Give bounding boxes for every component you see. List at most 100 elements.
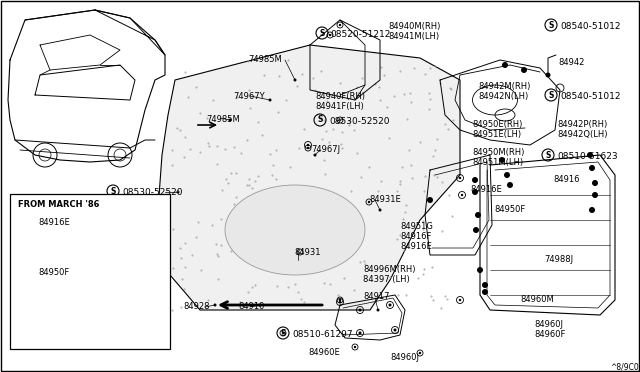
Circle shape: [477, 267, 483, 273]
Circle shape: [87, 212, 89, 214]
Text: 84960J: 84960J: [534, 320, 563, 329]
Text: S: S: [319, 29, 324, 38]
Text: 74988J: 74988J: [544, 255, 573, 264]
Text: 84960E: 84960E: [308, 348, 340, 357]
Text: 84942Q(LH): 84942Q(LH): [557, 130, 607, 139]
Text: 08540-51012: 08540-51012: [560, 92, 621, 101]
Text: S: S: [545, 151, 550, 160]
Text: 84940M(RH): 84940M(RH): [388, 22, 440, 31]
Circle shape: [499, 157, 505, 163]
Circle shape: [339, 24, 341, 26]
Circle shape: [124, 324, 126, 326]
Circle shape: [472, 177, 478, 183]
Circle shape: [504, 172, 510, 178]
Circle shape: [507, 182, 513, 188]
Text: 84916: 84916: [553, 175, 579, 184]
Text: FROM MARCH '86: FROM MARCH '86: [18, 200, 99, 209]
Circle shape: [419, 352, 421, 354]
Text: S: S: [280, 328, 285, 337]
Circle shape: [269, 99, 271, 102]
Circle shape: [587, 152, 593, 158]
Circle shape: [55, 314, 57, 316]
Circle shape: [74, 206, 77, 209]
Circle shape: [482, 289, 488, 295]
Text: 84941F(LH): 84941F(LH): [315, 102, 364, 111]
Text: 74985M: 74985M: [248, 55, 282, 64]
Text: 74967J: 74967J: [311, 145, 340, 154]
Text: 84942N(LH): 84942N(LH): [478, 92, 528, 101]
Circle shape: [70, 224, 74, 227]
Circle shape: [307, 147, 309, 149]
Text: 74967Y: 74967Y: [233, 92, 264, 101]
Circle shape: [296, 259, 300, 262]
Circle shape: [339, 299, 341, 301]
Circle shape: [294, 78, 296, 81]
Text: 84942M(RH): 84942M(RH): [478, 82, 531, 91]
Circle shape: [228, 119, 232, 122]
Text: 08510-61297: 08510-61297: [292, 330, 353, 339]
Circle shape: [545, 73, 550, 77]
Text: 84940F(RH): 84940F(RH): [315, 92, 365, 101]
Circle shape: [475, 212, 481, 218]
Circle shape: [214, 304, 216, 307]
Text: 84916E: 84916E: [38, 218, 70, 227]
Text: 84951M(LH): 84951M(LH): [472, 158, 523, 167]
Ellipse shape: [225, 185, 365, 275]
Circle shape: [461, 194, 463, 196]
Circle shape: [299, 251, 301, 253]
Text: 08510-51623: 08510-51623: [557, 152, 618, 161]
Circle shape: [472, 189, 478, 195]
Text: 84951G: 84951G: [400, 222, 433, 231]
Text: 74985M: 74985M: [206, 115, 240, 124]
Circle shape: [592, 192, 598, 198]
Text: S: S: [110, 186, 116, 196]
Bar: [10, 194, 170, 349]
Circle shape: [354, 346, 356, 348]
Circle shape: [502, 62, 508, 68]
Text: 84931E: 84931E: [369, 195, 401, 204]
Text: 84950F: 84950F: [494, 205, 525, 214]
Text: 84960F: 84960F: [534, 330, 565, 339]
Circle shape: [459, 177, 461, 179]
Circle shape: [49, 234, 51, 236]
Text: 84916E: 84916E: [470, 185, 502, 194]
Text: 84910: 84910: [238, 302, 264, 311]
Text: 84942P(RH): 84942P(RH): [557, 120, 607, 129]
Text: 84942: 84942: [558, 58, 584, 67]
Text: ^8/9C00-4: ^8/9C00-4: [610, 362, 640, 371]
Polygon shape: [158, 45, 460, 310]
Text: 84397 (LH): 84397 (LH): [363, 275, 410, 284]
Text: 84916F: 84916F: [400, 232, 431, 241]
Circle shape: [177, 190, 179, 193]
Text: 84996M(RH): 84996M(RH): [363, 265, 415, 274]
Text: 84931: 84931: [294, 248, 321, 257]
Text: 08530-52520: 08530-52520: [122, 188, 182, 197]
Circle shape: [307, 144, 309, 146]
Circle shape: [339, 301, 341, 303]
Text: S: S: [548, 90, 554, 99]
Circle shape: [589, 165, 595, 171]
Circle shape: [394, 328, 397, 331]
Text: 84917: 84917: [363, 292, 390, 301]
Text: 08520-51212: 08520-51212: [330, 30, 390, 39]
Circle shape: [388, 304, 392, 307]
Circle shape: [592, 180, 598, 186]
Text: 84916E: 84916E: [400, 242, 432, 251]
Text: S: S: [317, 115, 323, 125]
Circle shape: [589, 207, 595, 213]
Circle shape: [378, 208, 381, 212]
Text: 84960M: 84960M: [520, 295, 554, 304]
Circle shape: [482, 282, 488, 288]
Circle shape: [358, 308, 362, 311]
Text: 08530-52520: 08530-52520: [329, 117, 390, 126]
Text: 84950F: 84950F: [38, 268, 69, 277]
Circle shape: [259, 304, 262, 307]
Circle shape: [376, 308, 380, 311]
Circle shape: [521, 67, 527, 73]
Circle shape: [368, 201, 370, 203]
Circle shape: [427, 197, 433, 203]
Text: 84950M(RH): 84950M(RH): [472, 148, 524, 157]
Text: 84960J: 84960J: [390, 353, 419, 362]
Text: 84950E(RH): 84950E(RH): [472, 120, 522, 129]
Circle shape: [339, 119, 341, 121]
